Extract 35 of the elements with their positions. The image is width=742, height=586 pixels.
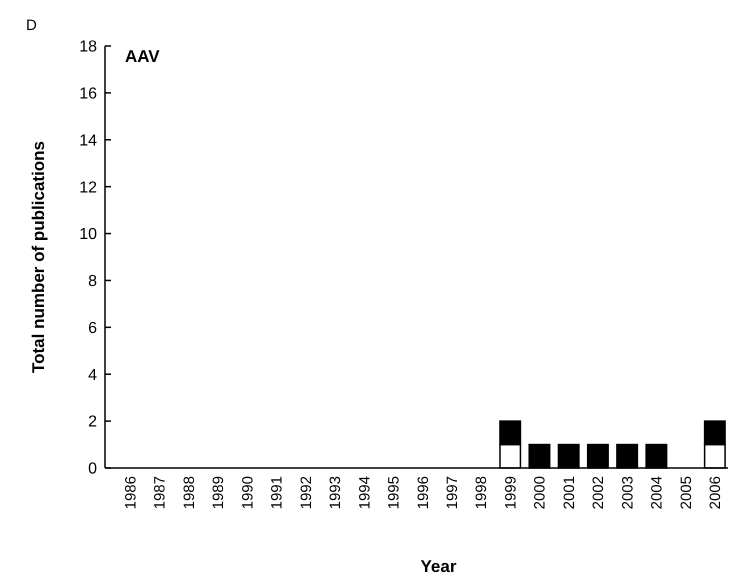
y-tick-label: 8 xyxy=(88,273,98,290)
x-tick-label: 2005 xyxy=(678,476,695,510)
x-tick-label: 1991 xyxy=(268,476,286,510)
y-tick-label: 12 xyxy=(79,179,98,196)
x-tick-label: 1995 xyxy=(386,476,403,510)
x-tick-label: 1994 xyxy=(356,476,374,510)
y-tick-label: 14 xyxy=(79,132,98,150)
y-axis-title: Total number of publications xyxy=(29,140,48,374)
x-tick-label: 2002 xyxy=(590,476,608,510)
x-tick-label: 1999 xyxy=(502,476,520,510)
x-tick-label: 1997 xyxy=(444,476,461,510)
y-tick-label: 4 xyxy=(88,366,98,384)
x-tick-label: 2001 xyxy=(560,476,578,510)
y-tick-label: 2 xyxy=(88,414,98,431)
x-tick-label: 1996 xyxy=(414,476,432,510)
x-tick-label: 2000 xyxy=(532,476,549,510)
chart-title: AAV xyxy=(125,47,160,66)
y-tick-label: 0 xyxy=(88,460,98,478)
x-tick-label: 2006 xyxy=(707,476,724,510)
x-tick-label: 2003 xyxy=(619,476,636,510)
text: D xyxy=(26,17,37,34)
x-tick-label: 1986 xyxy=(122,476,140,510)
y-tick-label: 18 xyxy=(79,38,98,56)
x-tick-label: 1993 xyxy=(327,476,344,510)
y-tick-label: 10 xyxy=(79,226,98,244)
x-tick-label: 2004 xyxy=(648,476,666,510)
x-tick-label: 1988 xyxy=(180,476,198,510)
x-tick-label: 1998 xyxy=(473,476,490,510)
x-axis-title: Year xyxy=(420,557,457,576)
y-tick-label: 16 xyxy=(79,85,98,102)
x-tick-label: 1989 xyxy=(210,476,228,510)
x-tick-label: 1990 xyxy=(239,476,256,510)
x-tick-label: 1987 xyxy=(152,476,169,510)
x-tick-label: 1992 xyxy=(298,476,315,510)
y-tick-label: 6 xyxy=(88,320,98,337)
